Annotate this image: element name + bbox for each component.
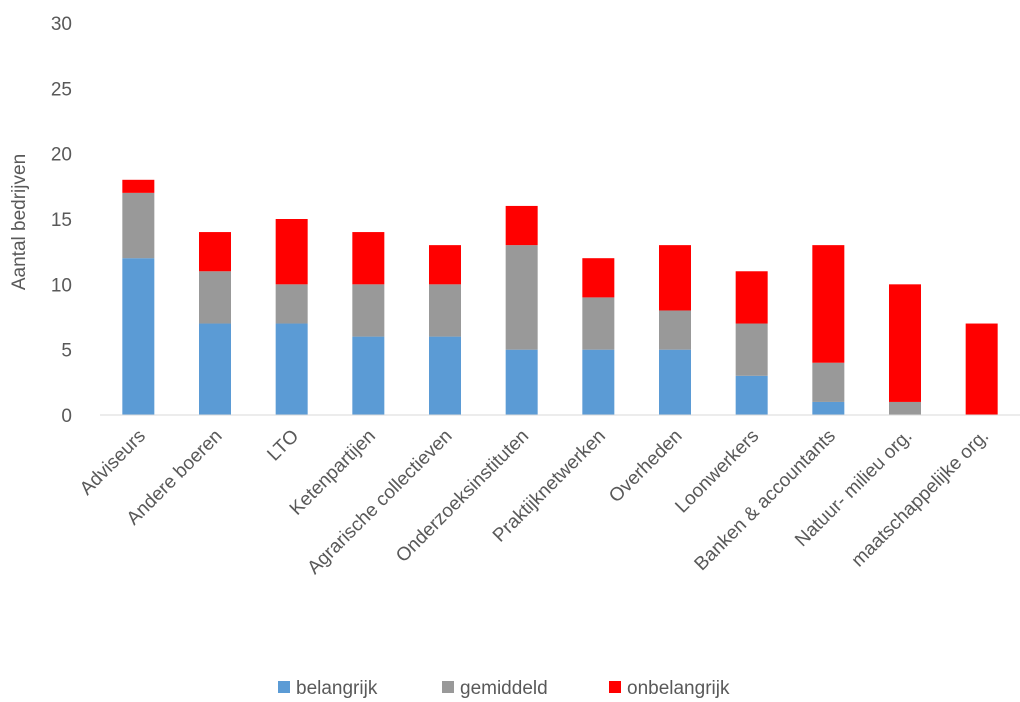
bar-segment-gemiddeld: [659, 310, 691, 350]
y-tick-label: 20: [51, 145, 72, 166]
legend-swatch-onbelangrijk: [609, 681, 621, 693]
bar-segment-gemiddeld: [582, 297, 615, 350]
bar-segment-belangrijk: [429, 336, 461, 415]
x-tick-label: Overheden: [605, 426, 686, 507]
bar-segment-onbelangrijk: [582, 258, 615, 298]
bar-segment-gemiddeld: [889, 401, 921, 415]
y-tick-label: 25: [51, 79, 72, 100]
y-tick-label: 5: [61, 341, 72, 362]
bar-segment-belangrijk: [352, 336, 385, 415]
bar-segment-onbelangrijk: [659, 245, 691, 311]
legend: belangrijk gemiddeld onbelangrijk: [278, 678, 730, 699]
bar-segment-onbelangrijk: [275, 219, 308, 285]
bar-segment-belangrijk: [659, 349, 691, 415]
y-axis-tick-labels: 0 5 10 15 20 25 30: [51, 14, 72, 427]
bar-segment-onbelangrijk: [429, 245, 461, 285]
legend-swatch-gemiddeld: [442, 681, 454, 693]
bar-segment-belangrijk: [812, 401, 845, 415]
bar-segment-belangrijk: [735, 375, 768, 415]
bar-segment-gemiddeld: [735, 323, 768, 376]
bar-segment-onbelangrijk: [889, 284, 921, 402]
x-tick-label: LTO: [263, 426, 303, 466]
y-axis-label: Aantal bedrijven: [9, 154, 30, 290]
bar-segment-gemiddeld: [199, 271, 231, 324]
y-tick-label: 10: [51, 275, 72, 296]
bar-segment-gemiddeld: [505, 245, 538, 350]
bar-segment-onbelangrijk: [812, 245, 845, 363]
bar-segment-gemiddeld: [275, 284, 308, 324]
legend-label: belangrijk: [296, 678, 378, 699]
bar-segment-onbelangrijk: [199, 232, 231, 272]
bar-segment-belangrijk: [199, 323, 231, 415]
x-tick-label: Onderzoeksinstituten: [392, 426, 533, 567]
bar-segment-gemiddeld: [122, 192, 155, 259]
y-tick-label: 0: [61, 406, 72, 427]
bar-segment-gemiddeld: [429, 284, 461, 337]
legend-swatch-belangrijk: [278, 681, 290, 693]
legend-label: onbelangrijk: [627, 678, 730, 699]
bars: [122, 179, 998, 415]
x-tick-label: Agrarische collectieven: [304, 426, 457, 579]
bar-segment-belangrijk: [275, 323, 308, 415]
bar-segment-belangrijk: [505, 349, 538, 415]
bar-segment-onbelangrijk: [965, 323, 998, 415]
bar-segment-belangrijk: [122, 258, 155, 415]
x-tick-label: Banken & accountants: [691, 426, 840, 575]
x-tick-label: maatschappelijke org.: [848, 426, 994, 572]
legend-label: gemiddeld: [460, 678, 548, 699]
bar-segment-onbelangrijk: [352, 232, 385, 285]
bar-segment-gemiddeld: [352, 284, 385, 337]
x-tick-label: Adviseurs: [76, 426, 150, 500]
bar-segment-onbelangrijk: [735, 271, 768, 324]
y-tick-label: 30: [51, 14, 72, 35]
bar-segment-onbelangrijk: [122, 179, 155, 193]
bar-segment-onbelangrijk: [505, 205, 538, 246]
bar-segment-gemiddeld: [812, 362, 845, 402]
bar-segment-belangrijk: [582, 349, 615, 415]
y-tick-label: 15: [51, 210, 72, 231]
